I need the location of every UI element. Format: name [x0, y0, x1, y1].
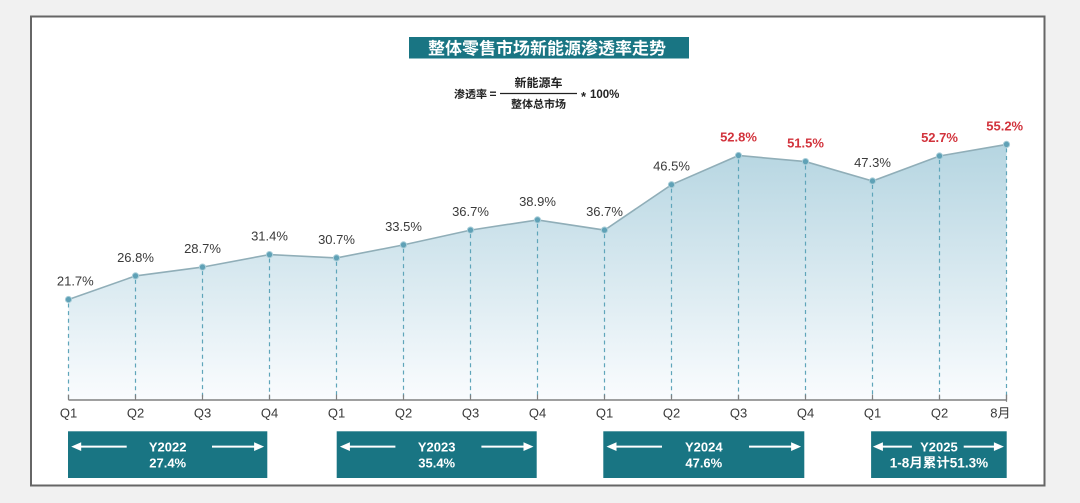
svg-text:51.3%: 51.3% — [950, 455, 988, 470]
svg-text:27.4%: 27.4% — [149, 455, 186, 470]
svg-text:=: = — [490, 87, 497, 101]
svg-text:Q3: Q3 — [462, 406, 479, 421]
svg-text:Q2: Q2 — [127, 406, 144, 421]
svg-text:Q2: Q2 — [663, 406, 680, 421]
svg-text:Y2022: Y2022 — [149, 439, 187, 454]
svg-text:Q3: Q3 — [730, 406, 747, 421]
svg-text:Q1: Q1 — [60, 406, 77, 421]
svg-text:30.7%: 30.7% — [318, 232, 355, 247]
svg-text:36.7%: 36.7% — [586, 204, 623, 219]
svg-text:28.7%: 28.7% — [184, 241, 221, 256]
svg-text:52.7%: 52.7% — [921, 130, 958, 145]
svg-text:47.6%: 47.6% — [685, 455, 722, 470]
svg-text:21.7%: 21.7% — [57, 274, 94, 289]
svg-text:26.8%: 26.8% — [117, 250, 154, 265]
svg-text:38.9%: 38.9% — [519, 194, 556, 209]
svg-text:35.4%: 35.4% — [418, 455, 455, 470]
svg-text:Q1: Q1 — [864, 406, 881, 421]
svg-text:Q2: Q2 — [931, 406, 948, 421]
svg-text:33.5%: 33.5% — [385, 219, 422, 234]
svg-text:100%: 100% — [590, 89, 619, 101]
svg-text:8: 8 — [990, 406, 997, 421]
svg-text:51.5%: 51.5% — [787, 136, 824, 151]
svg-text:Q1: Q1 — [328, 406, 345, 421]
svg-text:Q2: Q2 — [395, 406, 412, 421]
svg-text:Q1: Q1 — [596, 406, 613, 421]
svg-text:Y2024: Y2024 — [685, 439, 723, 454]
svg-text:46.5%: 46.5% — [653, 159, 690, 174]
svg-text:Q3: Q3 — [194, 406, 211, 421]
svg-text:36.7%: 36.7% — [452, 204, 489, 219]
svg-text:1-8: 1-8 — [890, 455, 910, 470]
svg-text:Q4: Q4 — [261, 406, 278, 421]
svg-text:Q4: Q4 — [797, 406, 814, 421]
svg-text:Q4: Q4 — [529, 406, 546, 421]
svg-text:52.8%: 52.8% — [720, 130, 757, 145]
svg-text:55.2%: 55.2% — [986, 118, 1023, 133]
svg-text:31.4%: 31.4% — [251, 229, 288, 244]
svg-text:47.3%: 47.3% — [854, 155, 891, 170]
svg-text:Y2025: Y2025 — [920, 439, 958, 454]
svg-text:Y2023: Y2023 — [418, 439, 456, 454]
svg-text:*: * — [581, 89, 587, 104]
